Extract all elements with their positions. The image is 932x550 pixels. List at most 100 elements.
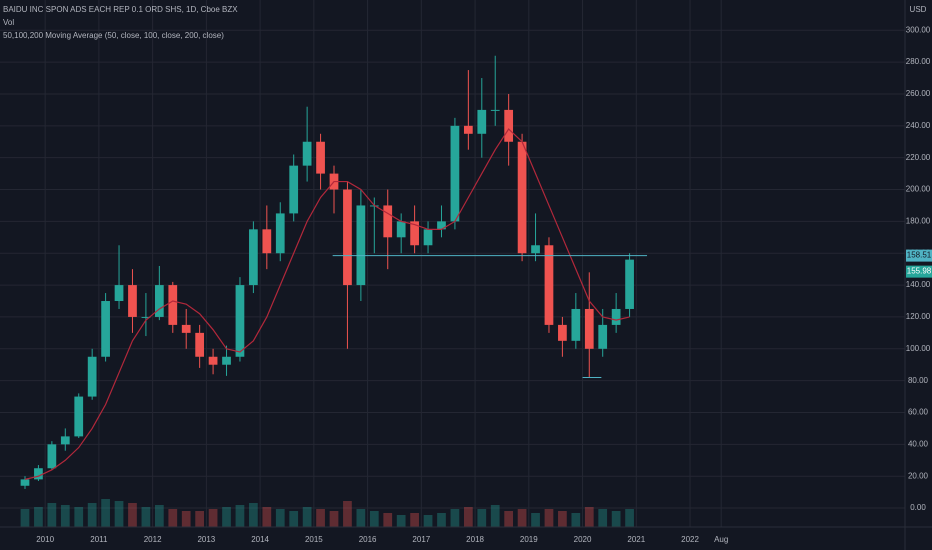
volume-bar (437, 513, 446, 527)
candle-body (262, 229, 272, 254)
x-tick-label: 2012 (144, 535, 162, 544)
y-tick-label: 120.00 (906, 312, 931, 321)
volume-bar (396, 515, 406, 527)
volume-bar (275, 509, 285, 527)
y-tick-label: 200.00 (906, 185, 931, 194)
volume-bar (47, 503, 57, 527)
volume-bar (222, 507, 231, 527)
volume-bar (289, 511, 299, 527)
volume-bar (504, 511, 514, 527)
volume-bar (584, 507, 594, 527)
moving-average (24, 128, 630, 480)
candle-body (437, 221, 446, 230)
candle-body (20, 479, 30, 486)
volume-bar (128, 503, 137, 527)
x-tick-label: 2022 (681, 535, 699, 544)
candle-body (74, 396, 84, 437)
candle-body (222, 356, 231, 365)
volume-bar (114, 501, 124, 527)
candle-body (490, 109, 500, 111)
volume-bar (423, 515, 433, 527)
volume-bar (477, 509, 487, 527)
price-label: 155.98 (907, 267, 932, 276)
chart-title: BAIDU INC SPON ADS EACH REP 0.1 ORD SHS,… (3, 5, 238, 14)
volume-bar (356, 509, 366, 527)
candle-body (571, 308, 581, 341)
y-tick-label: 0.00 (910, 503, 926, 512)
volume-bar (60, 505, 70, 527)
x-tick-label: 2010 (36, 535, 54, 544)
volume-bar (168, 509, 178, 527)
candle-body (289, 165, 299, 214)
volume-bar (34, 507, 43, 527)
volume-bar (316, 509, 325, 527)
volume-bar (369, 511, 379, 527)
candle-body (316, 141, 325, 174)
volume-bar (235, 505, 245, 527)
y-tick-label: 140.00 (906, 280, 931, 289)
x-tick-label: 2013 (197, 535, 215, 544)
y-tick-label: 280.00 (906, 57, 931, 66)
candle-body (450, 125, 460, 222)
volume-bar (302, 507, 312, 527)
y-tick-label: 60.00 (908, 408, 929, 417)
candle-body (128, 285, 137, 317)
volume-bar (463, 507, 473, 527)
y-tick-label: 180.00 (906, 216, 931, 225)
candle-body (477, 109, 487, 134)
price-label-bg (906, 265, 932, 278)
volume-bar (154, 505, 164, 527)
volume-bar (410, 513, 419, 527)
candle-body (235, 285, 245, 357)
candle-body (87, 356, 97, 397)
volume-bar (571, 513, 581, 527)
volume-bar (195, 511, 205, 527)
candle-body (114, 285, 124, 302)
candle-body (544, 245, 554, 325)
y-tick-label: 100.00 (906, 344, 931, 353)
volume-bar (531, 513, 540, 527)
price-label-bg (906, 249, 932, 262)
y-tick-label: 240.00 (906, 121, 931, 130)
currency: USD (910, 5, 927, 14)
candle-body (208, 356, 218, 365)
x-tick-label: 2011 (90, 535, 108, 544)
volume-bar (490, 505, 500, 527)
volume-bar (101, 499, 110, 527)
y-tick-label: 300.00 (906, 25, 931, 34)
x-tick-label: 2015 (305, 535, 323, 544)
volume-bar (611, 511, 621, 527)
candle-body (181, 324, 191, 333)
candle-body (517, 141, 527, 254)
volume-bar (625, 509, 634, 527)
x-tick-label: 2016 (359, 535, 377, 544)
volume-bar (558, 511, 567, 527)
candle-body (101, 301, 110, 357)
x-tick-label: 2017 (412, 535, 430, 544)
y-tick-label: 20.00 (908, 471, 929, 480)
volume-bar (87, 503, 97, 527)
candle-body (275, 213, 285, 254)
volume-bar (383, 513, 393, 527)
candle-body (356, 205, 366, 286)
candle-body (611, 308, 621, 325)
candle-body (625, 259, 634, 309)
candle-body (168, 285, 178, 325)
volume-bar (262, 507, 272, 527)
volume-bar (181, 511, 191, 527)
volume-bar (517, 509, 527, 527)
candle-body (531, 245, 540, 254)
price-label: 158.51 (907, 251, 932, 260)
candle-body (302, 141, 312, 166)
volume-bar (343, 501, 352, 527)
candle-body (463, 125, 473, 134)
candle-body (195, 332, 205, 357)
y-tick-label: 260.00 (906, 89, 931, 98)
x-tick-label: 2020 (574, 535, 592, 544)
volume-bar (74, 507, 84, 527)
y-tick-label: 220.00 (906, 153, 931, 162)
candle-body (343, 189, 352, 286)
volume-bar (208, 509, 218, 527)
